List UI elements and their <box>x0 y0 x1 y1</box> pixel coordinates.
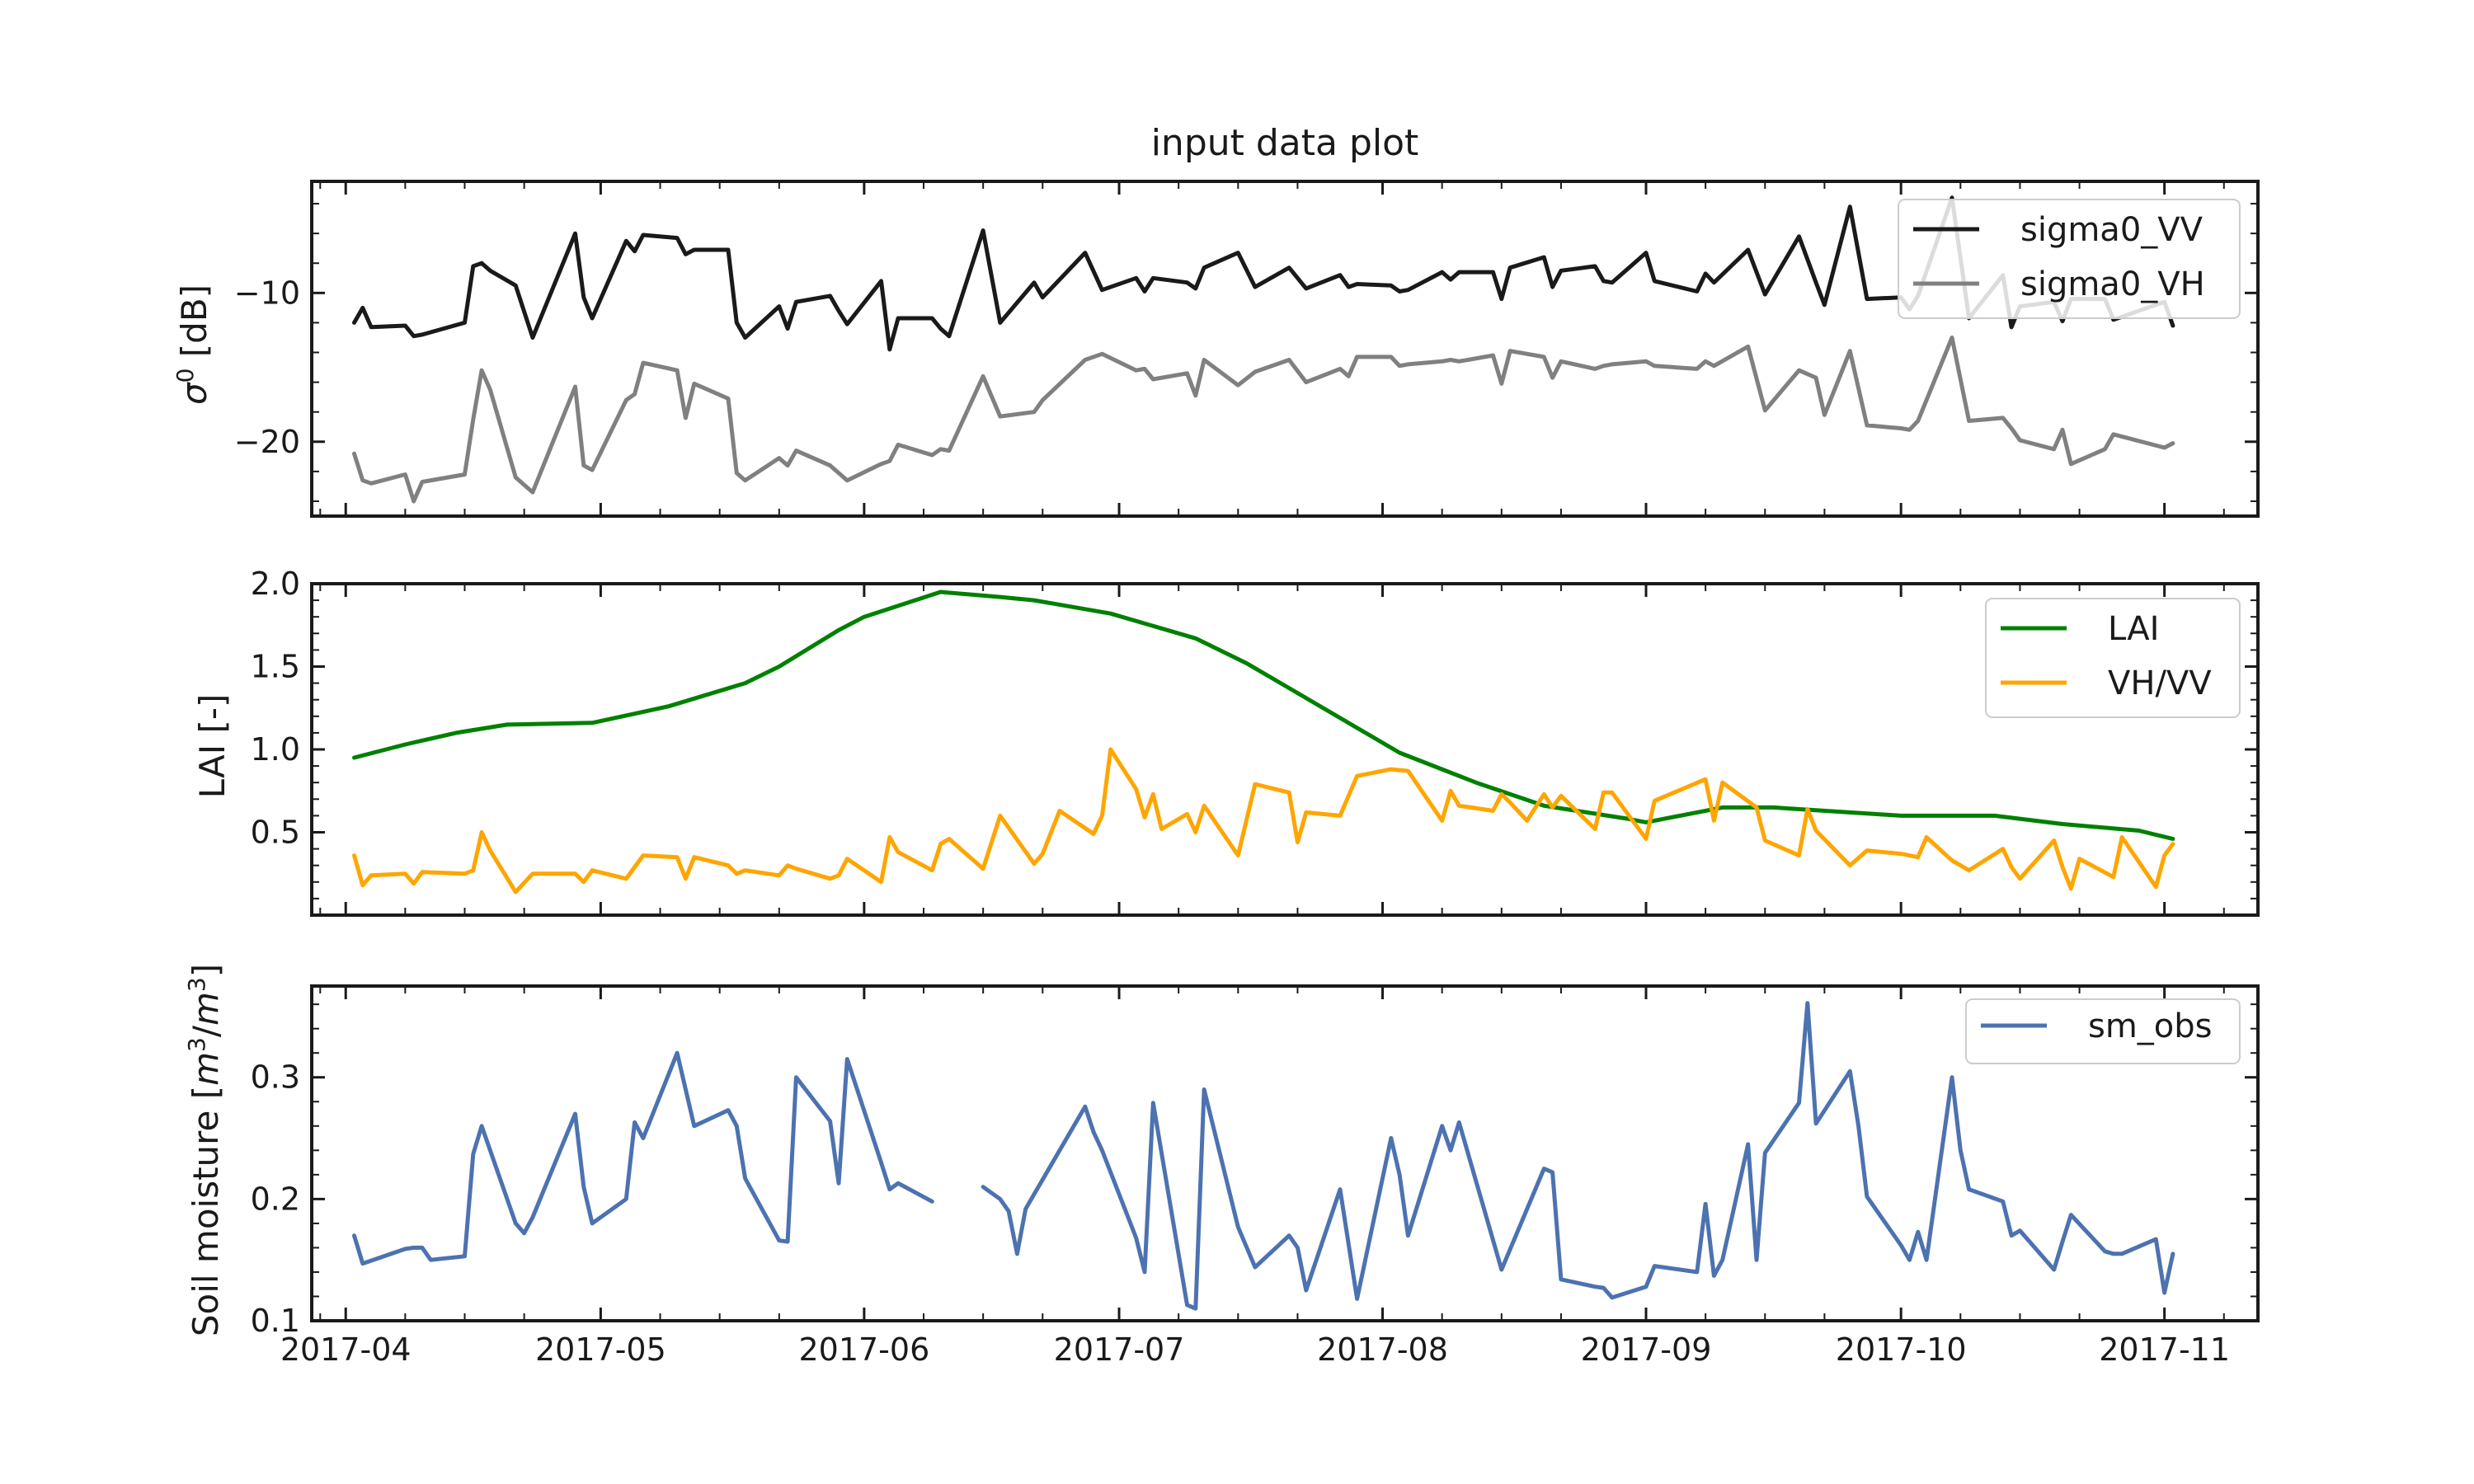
legend-label: sm_obs <box>2088 1007 2213 1045</box>
panel-sigma0-lines <box>352 195 2175 504</box>
x-tick-label: 2017-05 <box>535 1331 666 1368</box>
sigma-symbol: σ <box>174 382 214 405</box>
panel-soil-moisture-lines <box>352 1001 2175 1311</box>
y-tick-label: 1.5 <box>251 649 300 685</box>
panel-lai: 0.5 1.0 1.5 2.0 LAI [-] LAI VH/VV <box>192 566 2260 917</box>
sigma-superscript: 0 <box>172 369 199 383</box>
sigma-unit: [dB] <box>174 284 214 369</box>
legend-label: sigma0_VV <box>2020 211 2204 249</box>
x-tick-label: 2017-06 <box>798 1331 929 1368</box>
panel-soil-moisture-legend-box <box>1965 998 2241 1064</box>
sm-ylabel-end: ] <box>186 964 226 977</box>
x-tick-label: 2017-11 <box>2099 1331 2230 1368</box>
sm-ylabel-m2: m <box>186 992 226 1026</box>
x-tick-label: 2017-09 <box>1581 1331 1712 1368</box>
series-line-sigma0-vh <box>352 336 2175 504</box>
panel-sigma0-legend: sigma0_VV sigma0_VH <box>1898 199 2241 319</box>
legend-label: sigma0_VH <box>2020 265 2205 303</box>
panel-lai-legend: LAI VH/VV <box>1985 598 2241 718</box>
x-tick-label: 2017-07 <box>1054 1331 1185 1368</box>
panel-soil-moisture-ylabel: Soil moisture [m3/m3] <box>183 964 227 1336</box>
sm-ylabel-m1: m <box>186 1052 226 1086</box>
y-tick-label: 2.0 <box>251 566 300 602</box>
y-tick-label: 0.5 <box>251 815 300 851</box>
series-line-sigma0-vv <box>352 195 2175 352</box>
series-line-vh-vv <box>352 747 2175 895</box>
legend-label: LAI <box>2108 610 2159 648</box>
panel-sigma0-frame <box>310 180 2260 518</box>
panel-soil-moisture-frame <box>310 984 2260 1322</box>
panel-sigma0: −20 −10 σ0 [dB] sigma0_VV sigma0_VH <box>172 180 2260 518</box>
x-tick-label: 2017-10 <box>1836 1331 1967 1368</box>
sm-ylabel-sup1: 3 <box>183 1037 210 1052</box>
series-line-sm-obs-seg1 <box>352 1050 934 1266</box>
sm-ylabel-base: Soil moisture [ <box>186 1086 226 1336</box>
sm-ylabel-mid: / <box>186 1025 226 1037</box>
panel-soil-moisture-legend: sm_obs <box>1965 998 2241 1064</box>
panel-lai-frame <box>310 582 2260 917</box>
panel-sigma0-ylabel: σ0 [dB] <box>172 284 215 405</box>
panel-sigma0-legend-box <box>1898 199 2241 319</box>
series-line-sm-obs-seg2 <box>981 1001 2175 1311</box>
y-tick-label: −10 <box>234 275 300 311</box>
panel-lai-lines <box>352 589 2175 895</box>
panel-soil-moisture-ticks: 0.1 0.2 0.3 <box>251 986 2258 1339</box>
y-tick-label: −20 <box>234 424 300 460</box>
x-tick-label: 2017-08 <box>1317 1331 1448 1368</box>
x-tick-labels: 2017-04 2017-05 2017-06 2017-07 2017-08 2017-… <box>280 1331 2230 1368</box>
x-tick-label: 2017-04 <box>280 1331 412 1368</box>
legend-label: VH/VV <box>2108 665 2212 702</box>
y-tick-label: 0.2 <box>251 1181 300 1217</box>
panel-sigma0-ticks: −20 −10 <box>234 181 2258 516</box>
y-tick-label: 1.0 <box>251 731 300 768</box>
y-tick-label: 0.1 <box>251 1303 300 1339</box>
panel-lai-ylabel: LAI [-] <box>192 694 233 799</box>
chart-title: input data plot <box>1151 122 1419 164</box>
sm-ylabel-sup2: 3 <box>183 977 210 992</box>
y-tick-label: 0.3 <box>251 1059 300 1096</box>
series-line-lai <box>352 589 2175 841</box>
panel-soil-moisture: 0.10.20.3 Soil moisture [m3/m3] sm_obs <box>183 964 2260 1339</box>
